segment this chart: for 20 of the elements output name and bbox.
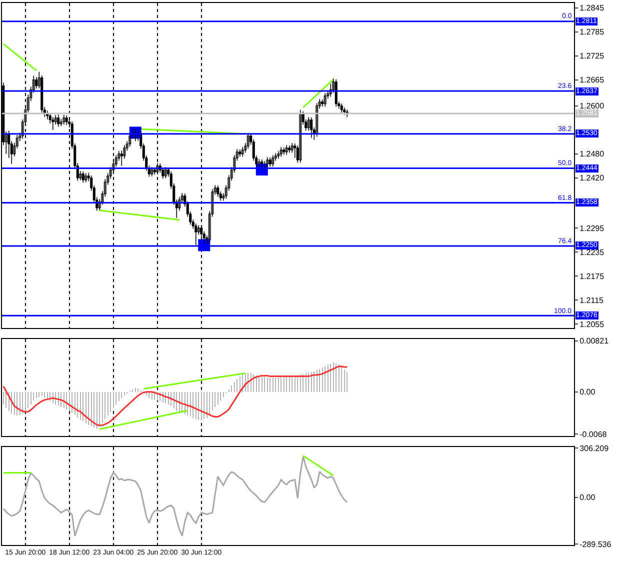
- y-tick-label: 0.00: [580, 493, 596, 502]
- y-tick-label: 0.00821: [580, 336, 610, 346]
- y-tick-label: 1.2055: [580, 320, 605, 329]
- y-tick-label: 1.2785: [580, 28, 605, 37]
- y-tick-label: 0.00: [580, 388, 596, 397]
- y-tick-label: 1.2480: [580, 150, 605, 159]
- y-tick-label: 1.2665: [580, 76, 605, 85]
- y-tick-label: 306.209: [580, 444, 610, 453]
- line-series: [2, 366, 348, 426]
- y-tick-label: 1.2115: [580, 296, 604, 305]
- line-series: [2, 456, 348, 537]
- y-tick-label: 1.2420: [580, 174, 605, 183]
- y-tick-label: 1.2235: [580, 248, 605, 257]
- y-tick-label: -0.0068: [580, 430, 608, 439]
- y-tick-label: -289.536: [580, 540, 612, 549]
- y-tick-label: 1.2175: [580, 272, 605, 281]
- y-tick-label: 1.2845: [580, 4, 605, 13]
- y-tick-label: 1.2295: [580, 224, 605, 233]
- y-tick-label: 1.2600: [580, 102, 605, 111]
- y-tick-label: 1.2725: [580, 52, 605, 61]
